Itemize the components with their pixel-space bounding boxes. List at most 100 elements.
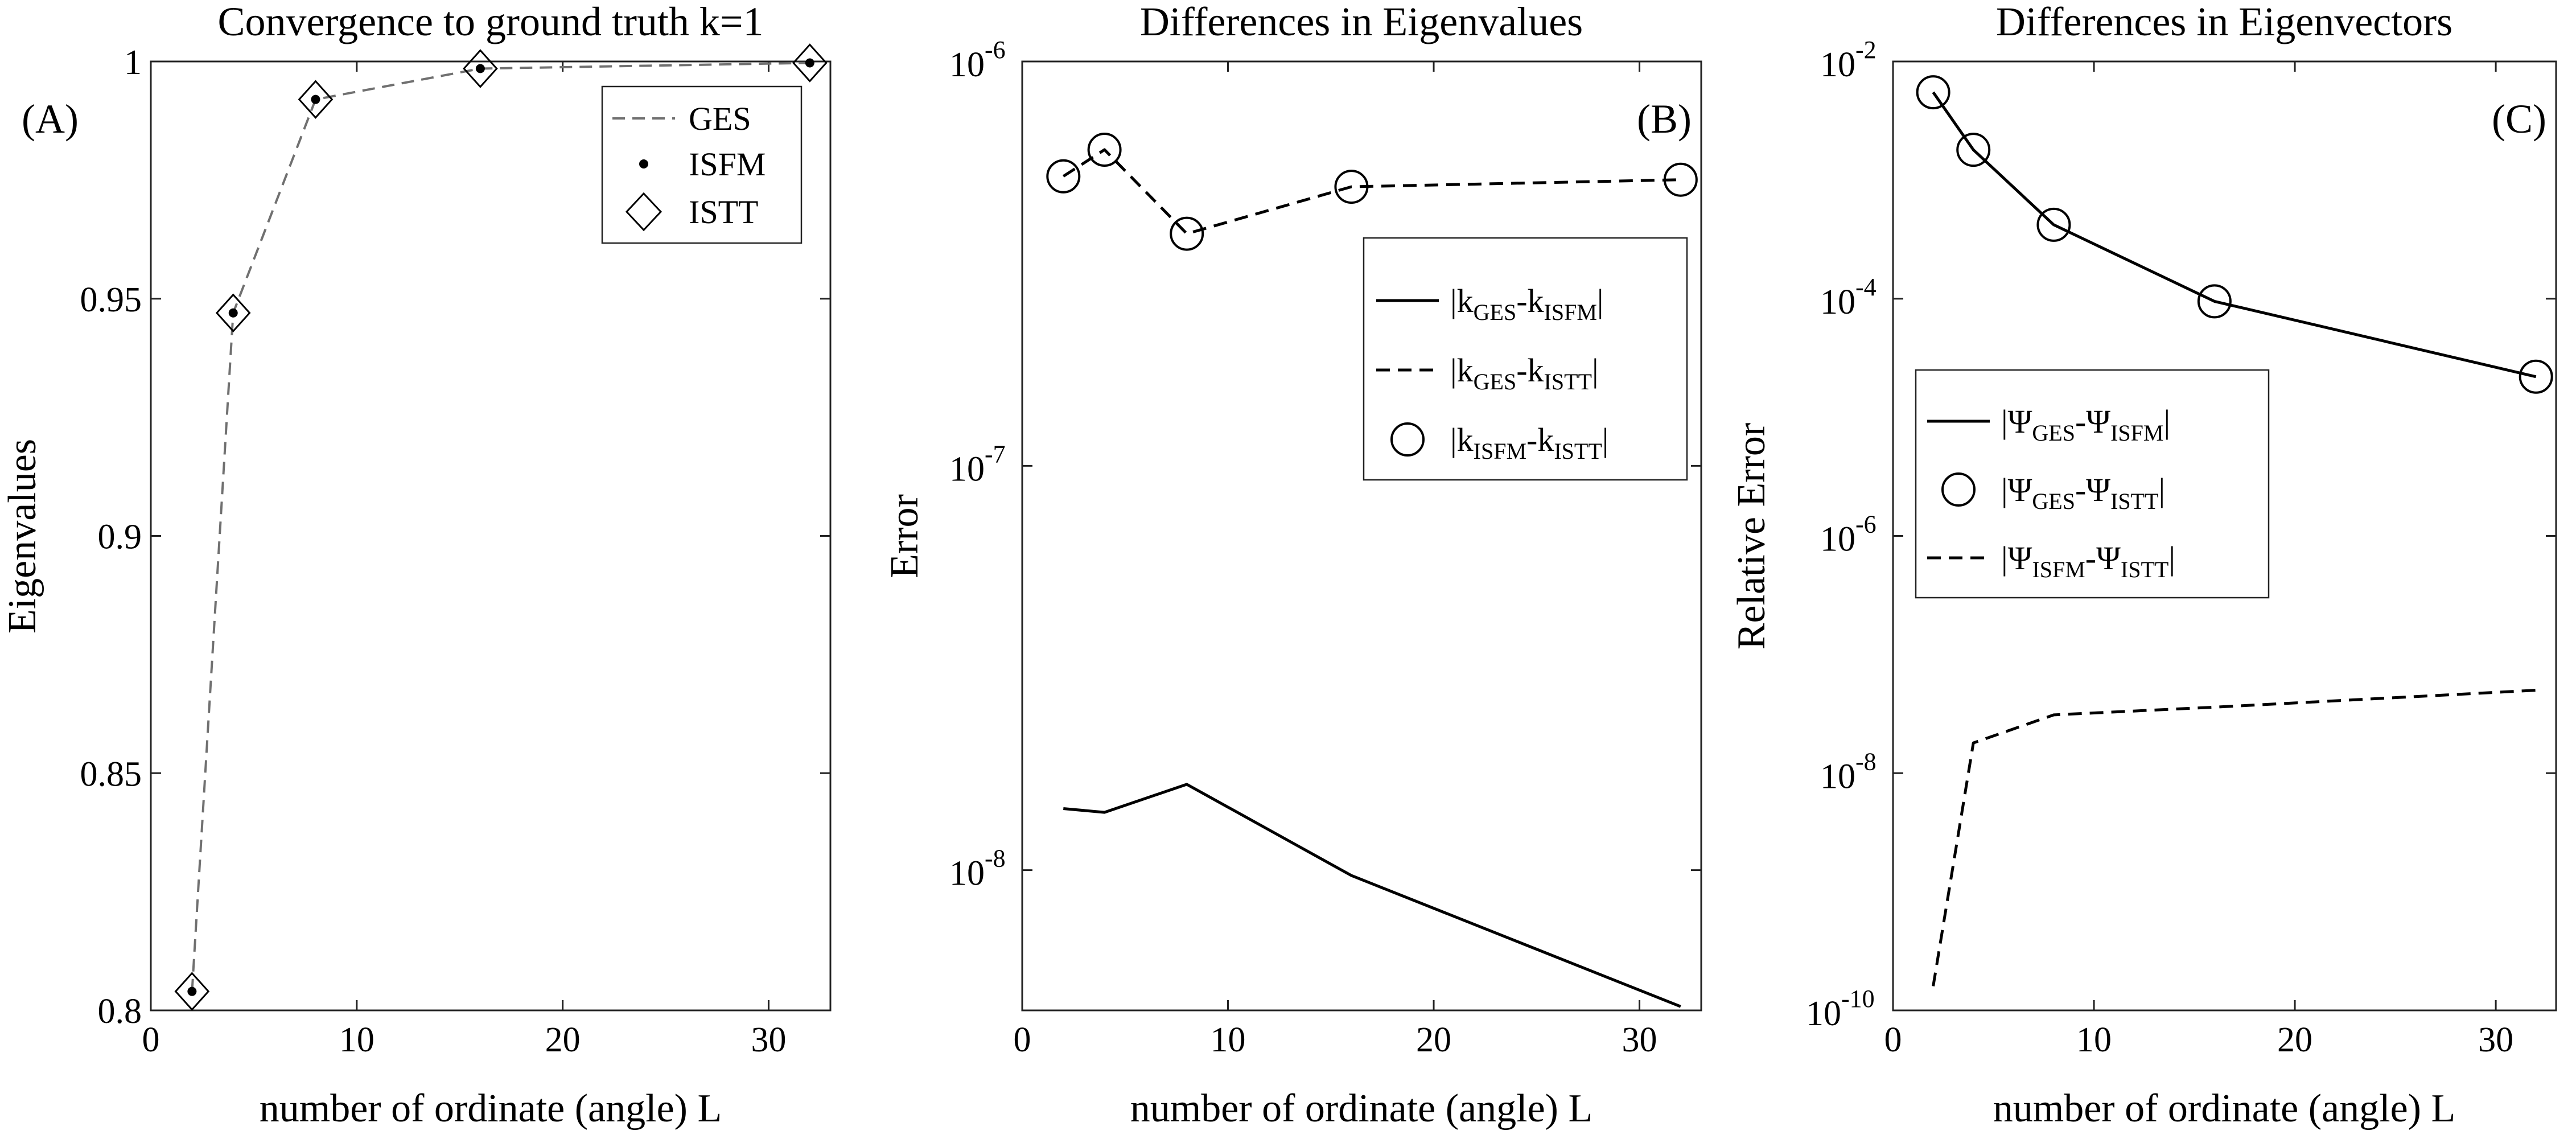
x-axis-label-a: number of ordinate (angle) L: [260, 1087, 722, 1130]
legend-label-istt: ISTT: [689, 194, 758, 231]
legend-marker-psi-ges-istt: [1941, 472, 1976, 507]
series-line-c-isfm-istt: [1932, 689, 2536, 986]
x-axis-label-b: number of ordinate (angle) L: [1130, 1087, 1592, 1130]
legend-a: GES ISFM ISTT: [601, 85, 803, 244]
data-point-a-isfm-4: [805, 58, 814, 68]
series-line-b-kges-kisfm: [1063, 783, 1681, 1008]
legend-entry-kges-kistt: |kGES-kISTT|: [1376, 352, 1599, 394]
chart-title-a: Convergence to ground truth k=1: [217, 0, 763, 44]
data-point-a-isfm-3: [475, 64, 485, 73]
y-axis-label-b: Error: [883, 494, 927, 578]
legend-box-a: [601, 85, 803, 244]
data-point-c-ges-istt-0: [1916, 75, 1950, 110]
x-tick-label-a-2: 20: [545, 1021, 581, 1059]
legend-entry-psi-ges-istt: |ΨGES-ΨISTT|: [1941, 471, 2165, 514]
data-point-a-isfm-2: [311, 94, 320, 104]
data-point-c-ges-istt-3: [2197, 284, 2232, 319]
x-tick-label-a-3: 30: [751, 1021, 786, 1059]
data-point-a-istt-0: [174, 972, 210, 1011]
legend-entry-psi-isfm-istt: |ΨISFM-ΨISTT|: [1927, 540, 2175, 582]
legend-marker-kisfm-kistt: [1390, 422, 1425, 457]
panel-c: Differences in Eigenvectors (C) number o…: [1730, 0, 2557, 1130]
data-point-b-kisfm-kistt-1: [1087, 133, 1122, 167]
data-point-a-istt-1: [215, 293, 251, 332]
legend-entry-istt: ISTT: [625, 192, 758, 232]
series-b: [1046, 133, 1698, 1008]
chart-title-b: Differences in Eigenvalues: [1140, 0, 1583, 44]
y-tick-exponent-b-2: -6: [985, 36, 1006, 64]
y-tick-exponent-b-0: -8: [985, 845, 1006, 873]
plot-area-b: [1021, 60, 1702, 1012]
y-tick-exponent-c-0: -10: [1841, 985, 1875, 1013]
legend-entry-isfm: ISFM: [639, 146, 766, 183]
x-tick-label-b-1: 10: [1211, 1021, 1246, 1059]
y-tick-label-c-1: 10: [1820, 757, 1855, 796]
y-tick-label-c-2: 10: [1820, 520, 1855, 559]
x-tick-label-b-0: 0: [1014, 1021, 1031, 1059]
legend-box-c: [1915, 369, 2270, 599]
y-axis-label-c: Relative Error: [1730, 423, 1773, 649]
y-tick-label-a-4: 1: [124, 43, 142, 82]
legend-entry-kisfm-kistt: |kISFM-kISTT|: [1390, 421, 1608, 464]
legend-label-kges-kisfm: |kGES-kISFM|: [1450, 282, 1604, 325]
x-axis-label-c: number of ordinate (angle) L: [1993, 1087, 2455, 1130]
legend-marker-isfm: [639, 159, 648, 168]
panel-label-a: (A): [22, 96, 79, 142]
data-point-a-istt-2: [298, 80, 334, 119]
legend-marker-istt: [625, 192, 662, 232]
legend-entry-psi-ges-isfm: |ΨGES-ΨISFM|: [1927, 403, 2170, 446]
legend-label-psi-ges-isfm: |ΨGES-ΨISFM|: [2001, 403, 2170, 446]
x-tick-label-c-3: 30: [2478, 1021, 2513, 1059]
y-tick-label-a-0: 0.8: [98, 992, 142, 1031]
chart-title-c: Differences in Eigenvectors: [1996, 0, 2452, 44]
legend-b: |kGES-kISFM| |kGES-kISTT| |kISFM-kISTT|: [1363, 237, 1688, 481]
legend-label-kisfm-kistt: |kISFM-kISTT|: [1450, 421, 1608, 464]
y-tick-label-c-4: 10: [1820, 46, 1855, 84]
y-tick-label-a-3: 0.95: [80, 281, 142, 319]
legend-label-psi-ges-istt: |ΨGES-ΨISTT|: [2001, 471, 2165, 514]
legend-box-b: [1363, 237, 1688, 481]
panel-label-c: (C): [2492, 96, 2546, 142]
y-axis-label-a: Eigenvalues: [1, 439, 44, 634]
x-tick-label-a-1: 10: [339, 1021, 375, 1059]
y-tick-label-a-1: 0.85: [80, 755, 142, 794]
legend-entry-ges: GES: [612, 100, 751, 137]
x-tick-label-c-1: 10: [2076, 1021, 2112, 1059]
panel-label-b: (B): [1637, 96, 1692, 142]
y-tick-label-a-2: 0.9: [98, 518, 142, 557]
y-tick-exponent-c-1: -8: [1855, 747, 1877, 775]
y-tick-label-b-1: 10: [949, 450, 985, 488]
data-point-b-kisfm-kistt-2: [1170, 216, 1204, 251]
data-point-a-isfm-0: [187, 986, 197, 996]
legend-label-psi-isfm-istt: |ΨISFM-ΨISTT|: [2001, 540, 2175, 582]
y-tick-exponent-c-2: -6: [1855, 511, 1877, 538]
y-tick-exponent-c-4: -2: [1855, 36, 1877, 64]
data-point-c-ges-istt-4: [2519, 359, 2553, 394]
data-point-a-isfm-1: [228, 308, 238, 318]
x-tick-label-a-0: 0: [142, 1021, 160, 1059]
x-tick-label-c-2: 20: [2277, 1021, 2312, 1059]
x-tick-label-b-3: 30: [1622, 1021, 1657, 1059]
series-a: [174, 43, 828, 1011]
y-tick-label-c-3: 10: [1820, 283, 1855, 322]
series-c: [1916, 75, 2553, 986]
y-tick-exponent-c-3: -4: [1855, 273, 1877, 301]
x-tick-label-b-2: 20: [1416, 1021, 1451, 1059]
data-point-a-istt-4: [792, 43, 828, 83]
data-point-c-ges-istt-1: [1956, 133, 1991, 167]
data-point-b-kisfm-kistt-3: [1334, 170, 1369, 204]
y-tick-label-b-2: 10: [949, 46, 985, 84]
legend-label-kges-kistt: |kGES-kISTT|: [1450, 352, 1599, 394]
y-tick-label-c-0: 10: [1806, 994, 1841, 1033]
data-point-a-istt-3: [463, 49, 498, 88]
legend-entry-kges-kisfm: |kGES-kISFM|: [1376, 282, 1604, 325]
series-line-c-ges-isfm: [1932, 91, 2537, 379]
data-point-b-kisfm-kistt-0: [1046, 159, 1081, 194]
panel-b: Differences in Eigenvalues (B) number of…: [883, 0, 1702, 1130]
data-point-b-kisfm-kistt-4: [1663, 162, 1698, 197]
legend-label-ges: GES: [689, 100, 751, 137]
